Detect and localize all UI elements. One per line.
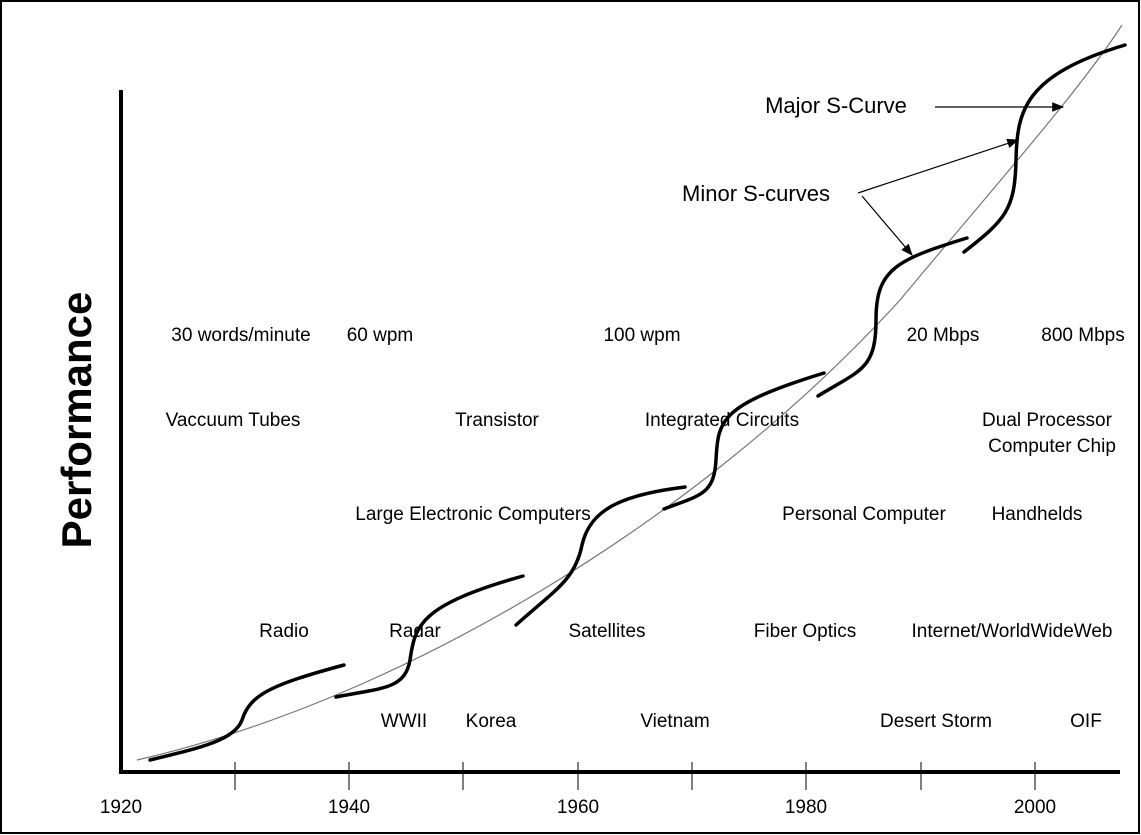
label: Handhelds — [992, 504, 1083, 525]
major-curve — [136, 24, 1123, 761]
label: 20 Mbps — [907, 325, 980, 346]
label: Vietnam — [640, 711, 709, 732]
label: 60 wpm — [347, 325, 414, 346]
label: Korea — [466, 711, 517, 732]
axes — [119, 90, 1120, 790]
x-tick-label: 1920 — [100, 797, 142, 818]
label: Radar — [389, 621, 441, 642]
y-axis-label: Performance — [53, 292, 100, 549]
label: Large Electronic Computers — [355, 504, 591, 525]
x-tick-label: 1960 — [557, 797, 599, 818]
label: Radio — [259, 621, 309, 642]
x-tick-label: 1940 — [328, 797, 370, 818]
x-tick-label: 1980 — [785, 797, 827, 818]
label: Internet/WorldWideWeb — [912, 621, 1113, 642]
annotation: Minor S-curves — [682, 181, 830, 206]
x-tick-label: 2000 — [1014, 797, 1056, 818]
label: Integrated Circuits — [645, 410, 799, 431]
label: Personal Computer — [782, 504, 946, 525]
label: WWII — [381, 711, 427, 732]
label: Vaccuum Tubes — [166, 410, 301, 431]
label: Dual Processor — [982, 410, 1113, 431]
label: Desert Storm — [880, 711, 992, 732]
label: Computer Chip — [988, 436, 1116, 457]
minor-curves — [148, 43, 1127, 762]
annotation: Major S-Curve — [765, 93, 907, 118]
label: OIF — [1070, 711, 1102, 732]
label: 800 Mbps — [1041, 325, 1124, 346]
label: Satellites — [568, 621, 645, 642]
label: Fiber Optics — [754, 621, 856, 642]
label: 30 words/minute — [171, 325, 310, 346]
arrows — [857, 102, 1065, 256]
label: 100 wpm — [603, 325, 680, 346]
label: Transistor — [455, 410, 539, 431]
